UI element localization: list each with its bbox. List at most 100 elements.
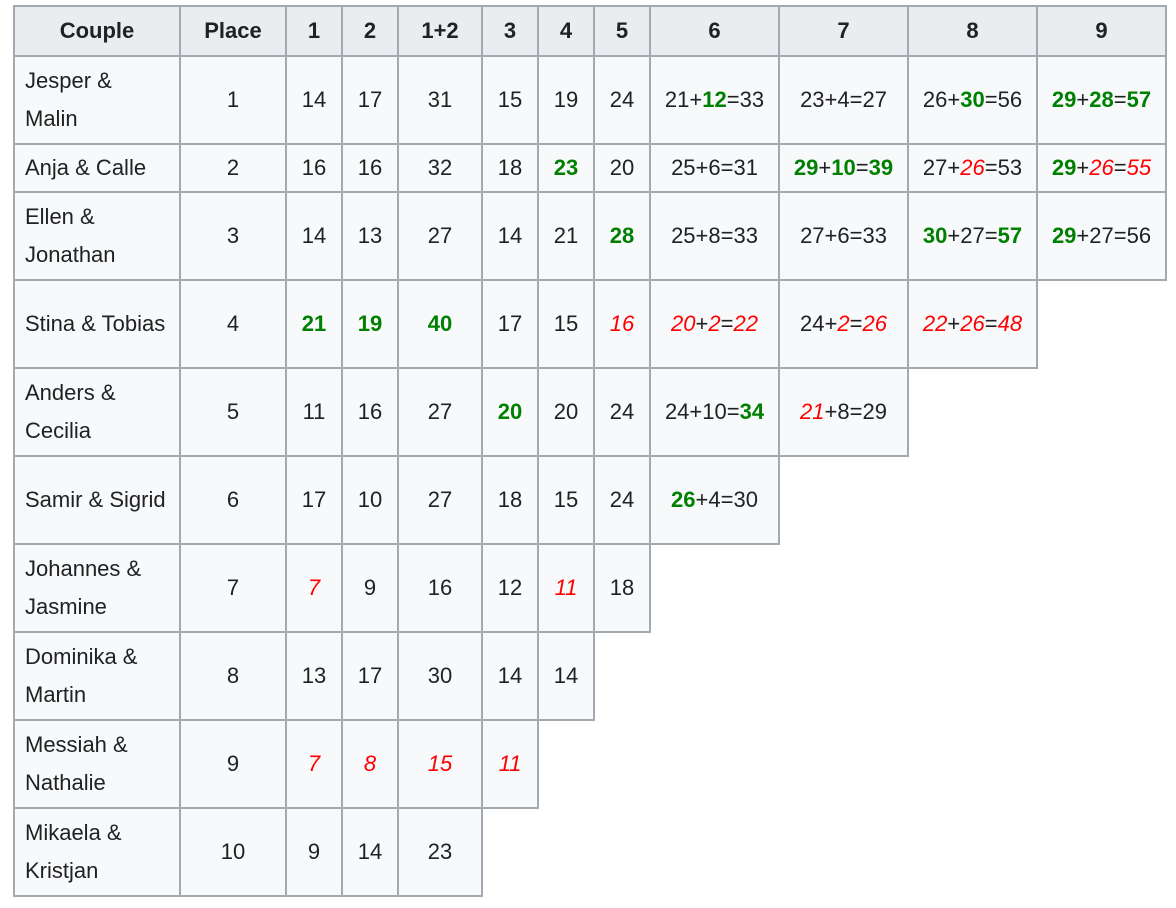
score-segment: 14 [497,223,523,248]
column-header: Place [179,5,287,57]
score-cell: 24+10=34 [649,367,780,457]
score-segment: 24 [609,87,635,112]
place-cell: 8 [179,631,287,721]
score-segment: 23 [553,155,579,180]
score-cell: 25+6=31 [649,143,780,193]
column-header: 2 [341,5,399,57]
score-segment: +27= [947,223,998,248]
score-segment: + [695,311,709,336]
score-segment: 12 [497,575,523,600]
score-cell: 18 [593,543,651,633]
score-cell: 30 [397,631,483,721]
score-cell: 16 [341,143,399,193]
score-segment: 10 [357,487,383,512]
score-cell: 15 [537,455,595,545]
score-cell: 21+8=29 [778,367,909,457]
score-cell: 17 [285,455,343,545]
score-cell: 16 [593,279,651,369]
score-segment: 30 [960,87,985,112]
score-segment: 29 [1051,223,1077,248]
score-segment: 40 [427,311,453,336]
score-cell: 21 [285,279,343,369]
score-segment: 9 [307,839,321,864]
table-row: Mikaela & Kristjan 10 9 14 23 [13,807,1166,897]
score-segment: 13 [301,663,327,688]
score-segment: +27=56 [1076,223,1152,248]
score-segment: 55 [1126,155,1152,180]
score-segment: 25+8=33 [671,223,758,248]
score-cell: 20 [593,143,651,193]
score-cell: 19 [341,279,399,369]
score-cell: 16 [397,543,483,633]
score-cell: 26+4=30 [649,455,780,545]
score-segment: 24 [609,487,635,512]
score-cell: 14 [537,631,595,721]
score-segment: =56 [984,87,1023,112]
score-cell: 27 [397,455,483,545]
score-segment: 39 [868,155,894,180]
score-segment: 29 [1051,87,1077,112]
score-cell: 12 [481,543,539,633]
score-cell: 11 [537,543,595,633]
table-row: Johannes & Jasmine 7 7 9 16 12 11 18 [13,543,1166,633]
score-segment: 20 [553,399,579,424]
score-segment: 20 [609,155,635,180]
score-cell: 14 [481,191,539,281]
score-cell: 15 [481,55,539,145]
score-cell: 27+26=53 [907,143,1038,193]
score-segment: 30 [922,223,948,248]
score-segment: 30 [427,663,453,688]
score-cell: 11 [481,719,539,809]
header-row: Couple Place 1 2 1+2 3 4 5 6 7 8 9 [13,5,1167,57]
score-segment: 14 [301,223,327,248]
column-header: 5 [593,5,651,57]
empty-cell [1037,280,1166,368]
score-segment: 18 [609,575,635,600]
score-segment: 17 [357,87,383,112]
score-segment: 26 [960,311,985,336]
score-cell: 40 [397,279,483,369]
score-segment: 22 [922,311,948,336]
score-segment: 27 [427,487,453,512]
empty-cell [538,720,1166,808]
score-cell: 29+27=56 [1036,191,1167,281]
score-cell: 30+27=57 [907,191,1038,281]
score-cell: 16 [285,143,343,193]
score-segment: 34 [739,399,765,424]
score-segment: 9 [363,575,377,600]
score-cell: 17 [341,55,399,145]
empty-cell [482,808,1166,896]
score-segment: 29 [793,155,819,180]
column-header: 3 [481,5,539,57]
score-cell: 15 [537,279,595,369]
score-segment: 20 [497,399,523,424]
table-row: Samir & Sigrid 6 17 10 27 18 15 24 26+4=30 [13,455,1166,545]
score-segment: 8 [363,751,377,776]
score-segment: = [1113,155,1127,180]
score-segment: 15 [553,311,579,336]
score-cell: 8 [341,719,399,809]
score-segment: 7 [307,751,321,776]
score-cell: 22+26=48 [907,279,1038,369]
score-segment: 21 [800,399,825,424]
score-segment: + [818,155,832,180]
table-body: Jesper & Malin 1 14 17 31 15 19 24 21+12=33 23+4=… [13,55,1167,897]
score-segment: 14 [553,663,579,688]
score-segment: 15 [553,487,579,512]
score-segment: 17 [301,487,327,512]
score-segment: 16 [427,575,453,600]
score-segment: 24 [609,399,635,424]
score-cell: 29+26=55 [1036,143,1167,193]
score-cell: 7 [285,719,343,809]
score-segment: 16 [357,155,383,180]
score-cell: 15 [397,719,483,809]
couple-name: Jesper & Malin [13,55,181,145]
couple-name: Stina & Tobias [13,279,181,369]
score-cell: 19 [537,55,595,145]
score-segment: = [849,311,863,336]
score-segment: 26 [862,311,887,336]
score-cell: 7 [285,543,343,633]
score-cell: 25+8=33 [649,191,780,281]
score-cell: 27 [397,367,483,457]
score-segment: 24+10= [664,399,740,424]
